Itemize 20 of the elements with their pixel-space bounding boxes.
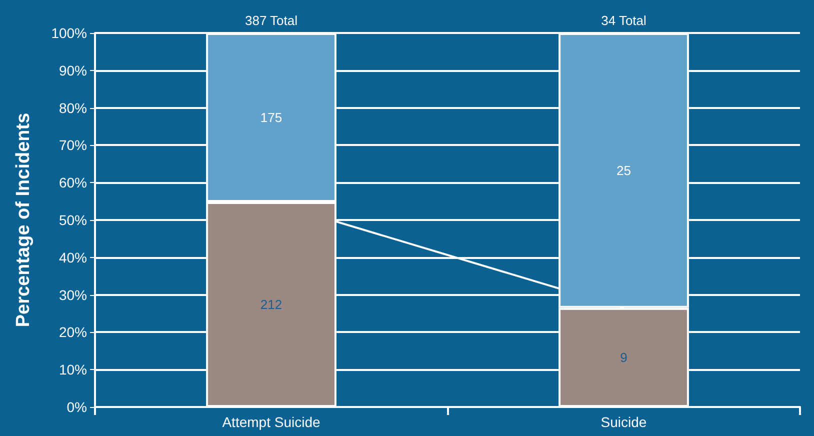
y-tick-label: 90% <box>58 62 87 78</box>
y-tick-label: 40% <box>58 249 87 266</box>
y-tick-label: 30% <box>58 286 87 303</box>
annotation: 212 <box>260 297 282 312</box>
y-tick-label: 10% <box>58 362 87 378</box>
y-tick-label: 60% <box>58 174 87 191</box>
y-tick-label: 100% <box>51 25 87 41</box>
annotation: 9 <box>620 350 628 365</box>
text: 34 Total <box>601 13 647 28</box>
x-tick-label: Attempt Suicide <box>222 414 320 430</box>
annotation: 175 <box>260 110 282 126</box>
y-tick-label: 20% <box>58 324 87 340</box>
y-axis-title: Percentage of Incidents <box>13 112 34 328</box>
y-tick-label: 80% <box>58 100 87 116</box>
text: 387 Total <box>244 13 298 28</box>
y-tick-label: 70% <box>58 137 87 154</box>
y-tick-label: 50% <box>58 212 87 228</box>
x-tick-label: Suicide <box>600 414 647 430</box>
y-tick-label: 0% <box>66 399 87 415</box>
annotation: 25 <box>616 162 631 178</box>
